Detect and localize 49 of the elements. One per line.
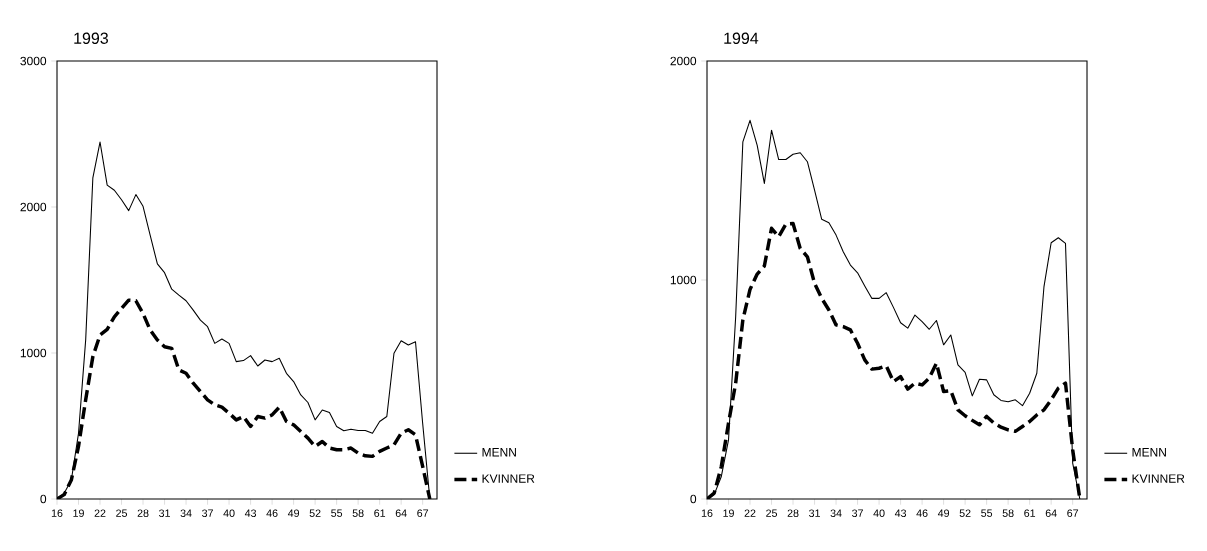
x-tick-label: 67 [417,509,429,517]
x-tick-label: 19 [723,509,734,517]
x-tick-label: 31 [809,509,820,517]
x-tick-label: 19 [73,509,84,517]
y-tick-label: 1000 [670,275,697,285]
legend-label: MENN [1132,448,1166,457]
x-tick-label: 49 [287,509,300,517]
x-tick-label: 25 [116,509,128,517]
x-tick-label: 64 [1045,509,1057,517]
x-tick-label: 43 [894,509,907,517]
x-tick-label: 34 [180,509,192,517]
x-tick-label: 28 [137,509,149,517]
y-tick-label: 0 [40,494,47,504]
chart-title: 1993 [74,32,108,44]
x-tick-label: 52 [959,509,971,517]
x-tick-label: 61 [1024,509,1036,517]
x-tick-label: 37 [202,509,213,517]
x-tick-label: 49 [937,509,950,517]
x-tick-label: 22 [94,509,106,517]
x-tick-label: 16 [701,509,713,517]
legend-label: KVINNER [482,474,535,483]
y-tick-label: 2000 [20,202,47,212]
x-tick-label: 55 [331,509,343,517]
y-tick-label: 2000 [670,56,697,66]
y-tick-label: 1000 [20,348,47,358]
x-tick-label: 34 [830,509,842,517]
x-tick-label: 40 [223,509,235,517]
x-tick-label: 25 [766,509,778,517]
legend-label: MENN [482,448,516,457]
x-tick-label: 16 [51,509,63,517]
x-tick-label: 43 [244,509,257,517]
x-tick-label: 37 [852,509,863,517]
x-tick-label: 40 [873,509,885,517]
x-tick-label: 52 [309,509,321,517]
y-tick-label: 0 [690,494,697,504]
x-tick-label: 46 [916,509,928,517]
chart-title: 1994 [724,32,759,44]
legend-label: KVINNER [1132,474,1185,483]
x-tick-label: 58 [1002,509,1014,517]
x-tick-label: 67 [1067,509,1079,517]
x-tick-label: 46 [266,509,278,517]
x-tick-label: 58 [352,509,364,517]
y-tick-label: 3000 [20,56,47,66]
x-tick-label: 31 [159,509,170,517]
x-tick-label: 55 [981,509,993,517]
x-tick-label: 64 [395,509,407,517]
x-tick-label: 28 [787,509,799,517]
x-tick-label: 61 [374,509,386,517]
x-tick-label: 22 [744,509,756,517]
